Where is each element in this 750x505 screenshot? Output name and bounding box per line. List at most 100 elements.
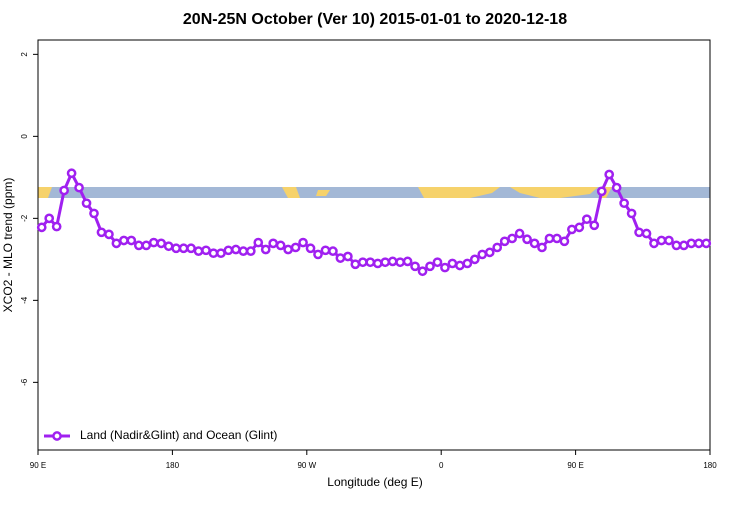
data-point: [238, 246, 249, 256]
data-point: [544, 233, 555, 244]
data-point: [492, 242, 503, 253]
data-point: [664, 235, 674, 246]
data-point: [260, 244, 271, 255]
x-tick-label: 180: [166, 461, 180, 470]
data-point: [148, 237, 159, 248]
data-point: [298, 237, 308, 248]
data-point: [231, 244, 241, 255]
data-point: [611, 182, 622, 193]
data-point: [320, 245, 331, 256]
data-point: [693, 238, 704, 249]
data-point: [529, 238, 540, 249]
data-point: [275, 240, 286, 251]
data-point: [51, 221, 62, 232]
data-point: [552, 233, 562, 244]
data-point: [477, 249, 488, 260]
data-point: [193, 246, 204, 256]
data-point: [574, 222, 585, 233]
data-point: [514, 228, 525, 239]
data-point: [499, 236, 510, 247]
data-point: [223, 245, 234, 256]
y-tick-label: 2: [20, 52, 29, 57]
data-point: [619, 198, 629, 209]
x-tick-label: 180: [703, 461, 717, 470]
data-point: [290, 242, 301, 253]
data-point: [365, 257, 376, 268]
data-point: [469, 254, 480, 265]
data-point: [387, 256, 398, 267]
data-point: [656, 235, 667, 246]
data-point: [89, 208, 99, 219]
data-point: [36, 222, 47, 233]
data-point: [440, 262, 450, 273]
data-point: [111, 238, 122, 249]
data-point: [626, 208, 637, 219]
y-axis-label: XCO2 - MLO trend (ppm): [1, 178, 15, 313]
data-point: [208, 248, 219, 259]
data-point: [507, 233, 517, 244]
y-tick-label: 0: [20, 134, 29, 139]
data-point: [328, 246, 338, 256]
data-point: [74, 182, 84, 193]
data-point: [537, 242, 547, 253]
x-tick-label: 0: [439, 461, 444, 470]
data-point: [119, 235, 129, 246]
x-tick-label: 90 E: [567, 461, 583, 470]
data-point: [268, 238, 279, 249]
data-point: [402, 256, 413, 267]
data-point: [104, 229, 114, 240]
data-point: [686, 238, 697, 249]
data-point: [245, 246, 256, 256]
x-tick-label: 90 W: [297, 461, 316, 470]
data-point: [163, 241, 174, 252]
data-point: [641, 228, 652, 239]
data-point: [216, 248, 226, 259]
data-point: [410, 261, 420, 272]
data-point: [186, 243, 196, 254]
x-tick-label: 90 E: [30, 461, 46, 470]
data-point: [343, 251, 353, 262]
data-point: [133, 240, 144, 251]
data-point: [589, 220, 600, 231]
y-tick-label: -2: [20, 214, 29, 222]
data-point: [596, 186, 607, 197]
data-point: [581, 214, 592, 225]
data-point: [559, 236, 570, 247]
data-point: [81, 198, 92, 209]
data-point: [432, 257, 443, 268]
data-point: [201, 245, 211, 256]
data-point: [634, 227, 644, 238]
data-point: [178, 243, 189, 254]
data-point: [66, 168, 77, 179]
x-axis-label: Longitude (deg E): [327, 475, 422, 489]
legend-label: Land (Nadir&Glint) and Ocean (Glint): [80, 428, 277, 442]
data-point: [567, 224, 577, 235]
data-point: [462, 258, 473, 269]
data-point: [425, 261, 435, 272]
data-point: [335, 253, 346, 263]
data-point: [447, 258, 458, 269]
legend-marker: [52, 431, 62, 441]
data-point: [305, 243, 316, 254]
data-point: [649, 238, 659, 249]
data-point: [604, 169, 615, 180]
data-point: [253, 237, 264, 248]
data-point: [372, 258, 383, 269]
data-point: [671, 240, 682, 251]
data-point: [126, 235, 137, 246]
data-point: [357, 257, 368, 268]
data-point: [522, 234, 532, 245]
data-point: [313, 249, 323, 260]
data-point: [380, 257, 391, 268]
data-point: [44, 213, 55, 224]
data-point: [156, 238, 167, 249]
data-point: [283, 244, 293, 255]
data-point: [701, 238, 712, 249]
data-point: [455, 260, 465, 271]
chart-title: 20N-25N October (Ver 10) 2015-01-01 to 2…: [183, 11, 567, 28]
data-point: [395, 257, 405, 268]
data-point: [171, 243, 181, 254]
data-point: [96, 227, 107, 238]
